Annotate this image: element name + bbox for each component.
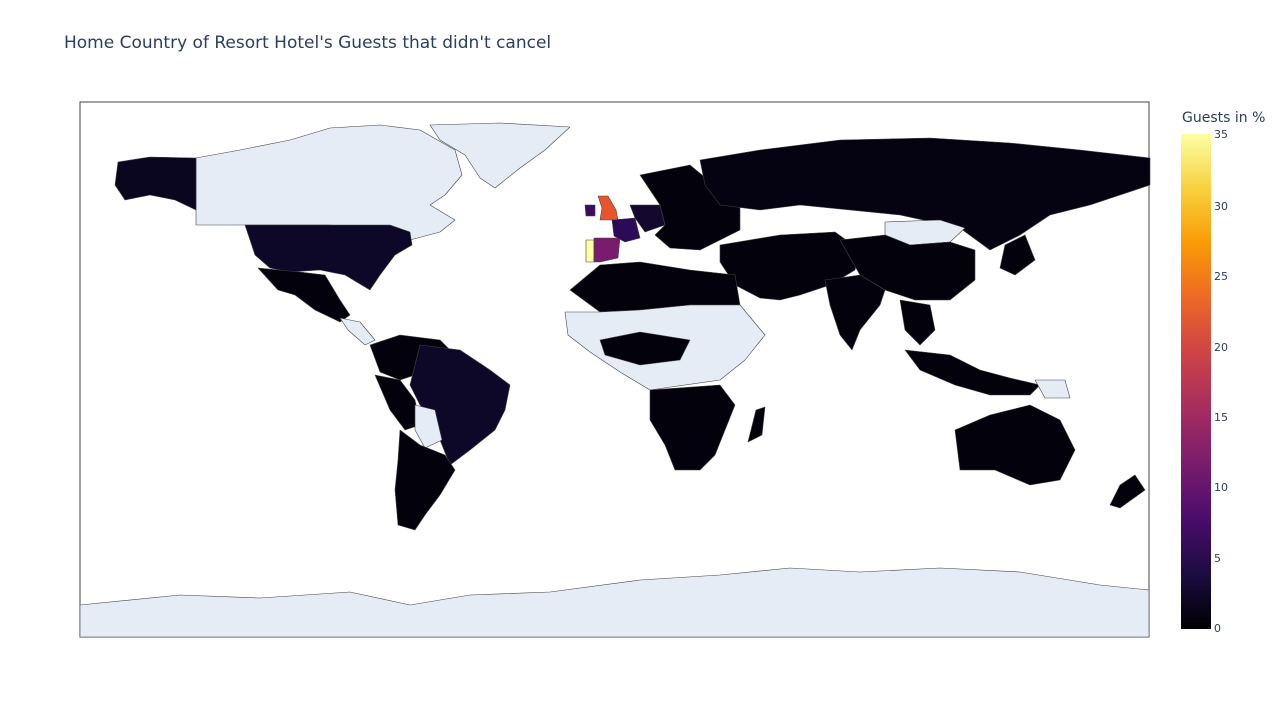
australia-region[interactable] (954, 404, 1076, 486)
colorbar-tick: 15 (1214, 411, 1228, 424)
portugal-region[interactable] (585, 239, 595, 263)
brazil-region[interactable] (409, 344, 511, 466)
madagascar-region[interactable] (747, 406, 766, 443)
russia-region[interactable] (699, 137, 1151, 251)
colorbar-tick: 35 (1214, 128, 1228, 141)
france-region[interactable] (611, 217, 641, 243)
usa-region[interactable] (244, 224, 413, 291)
greenland-region[interactable] (429, 122, 571, 189)
colorbar-tick: 30 (1214, 200, 1228, 213)
colorbar-tick: 0 (1214, 622, 1221, 635)
mexico-region[interactable] (257, 267, 351, 323)
west-africa-region[interactable] (599, 331, 691, 366)
se-asia-region[interactable] (899, 299, 936, 346)
indonesia-region[interactable] (904, 349, 1041, 396)
new-zealand-region[interactable] (1109, 474, 1146, 509)
colorbar-tick: 10 (1214, 481, 1228, 494)
colorbar (1181, 134, 1211, 629)
alaska-region[interactable] (114, 156, 197, 211)
bolivia-region[interactable] (414, 404, 443, 449)
chart-title: Home Country of Resort Hotel's Guests th… (64, 33, 552, 53)
ireland-region[interactable] (584, 204, 596, 217)
colorbar-title: Guests in % (1182, 110, 1266, 126)
spain-region[interactable] (593, 237, 621, 263)
india-region[interactable] (824, 274, 886, 351)
colorbar-tick: 20 (1214, 341, 1228, 354)
southern-africa-region[interactable] (649, 384, 736, 471)
colorbar-tick: 25 (1214, 270, 1228, 283)
central-europe-region[interactable] (629, 204, 666, 233)
colorbar-tick: 5 (1214, 552, 1221, 565)
japan-region[interactable] (999, 234, 1036, 276)
antarctica-region[interactable] (79, 567, 1150, 638)
papua-region[interactable] (1034, 379, 1071, 399)
central-america-region[interactable] (339, 317, 376, 346)
argentina-chile-region[interactable] (394, 429, 456, 531)
